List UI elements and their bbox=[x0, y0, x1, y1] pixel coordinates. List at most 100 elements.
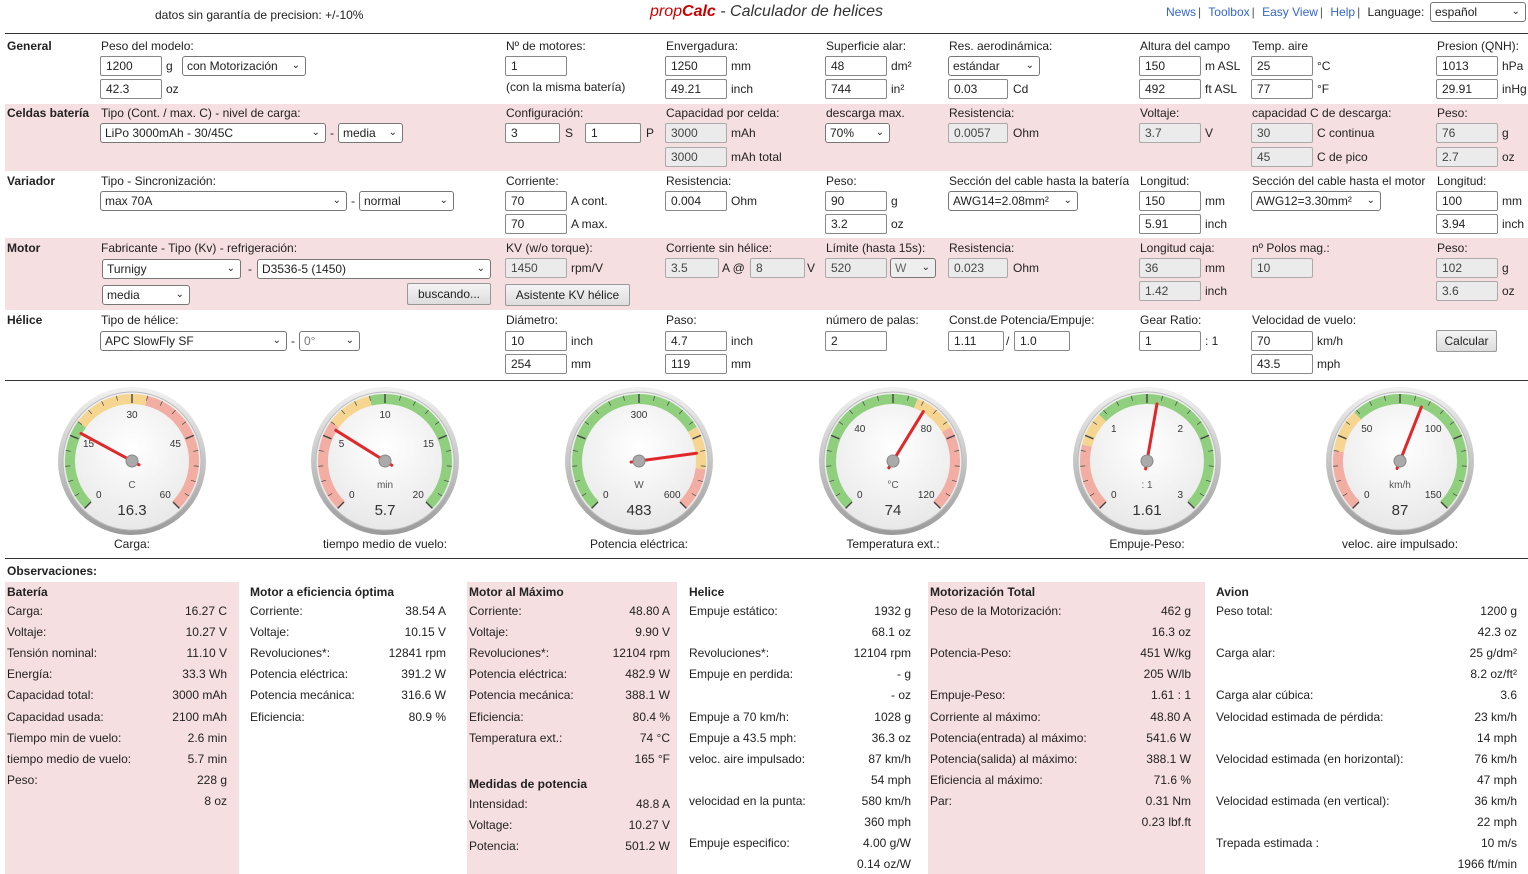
csh-a-input[interactable]: 3.5 bbox=[665, 258, 719, 278]
c-pico-input[interactable]: 45 bbox=[1251, 147, 1313, 167]
unit: g bbox=[1502, 261, 1509, 275]
superficie-dm-input[interactable]: 48 bbox=[825, 56, 887, 76]
altura-m-input[interactable]: 150 bbox=[1139, 56, 1201, 76]
temp-f-input[interactable]: 77 bbox=[1251, 79, 1313, 99]
gauge-veloc-aire: 0 50 100 150 km/h 87 bbox=[1325, 386, 1475, 536]
variador-peso-g-input[interactable]: 90 bbox=[825, 191, 887, 211]
section-general: General bbox=[7, 39, 52, 53]
link-news[interactable]: News bbox=[1166, 5, 1197, 19]
caja-mm-input[interactable]: 36 bbox=[1139, 258, 1201, 278]
csh-v-input[interactable]: 8 bbox=[750, 258, 805, 278]
capacidad-total-input[interactable]: 3000 bbox=[665, 147, 727, 167]
motores-note: (con la misma batería) bbox=[506, 80, 626, 94]
motor-tipo-select[interactable]: D3536-5 (1450) ⌄ bbox=[257, 259, 491, 279]
superficie-in-input[interactable]: 744 bbox=[825, 79, 887, 99]
temp-c-input[interactable]: 25 bbox=[1251, 56, 1313, 76]
motorizacion-select[interactable]: con Motorización ⌄ bbox=[182, 56, 306, 76]
peso-modelo-g-input[interactable]: 1200 bbox=[100, 56, 162, 76]
gear-input[interactable]: 1 bbox=[1139, 331, 1201, 351]
unit: oz bbox=[1502, 150, 1515, 164]
corriente-max-input[interactable]: 70 bbox=[505, 214, 567, 234]
paso-mm-input[interactable]: 119 bbox=[665, 354, 727, 374]
bateria-resis-input[interactable]: 0.0057 bbox=[948, 123, 1008, 143]
unit: Ohm bbox=[731, 194, 758, 208]
motor-resis-input[interactable]: 0.023 bbox=[948, 258, 1008, 278]
buscando-button[interactable]: buscando... bbox=[407, 283, 491, 305]
motores-input[interactable]: 1 bbox=[505, 56, 567, 76]
link-easy-view[interactable]: Easy View bbox=[1262, 5, 1318, 19]
motor-refrig-select[interactable]: media ⌄ bbox=[102, 285, 190, 305]
const-empuje-input[interactable]: 1.0 bbox=[1014, 331, 1070, 351]
helice-angulo-select[interactable]: 0° ⌄ bbox=[299, 331, 360, 351]
corriente-cont-input[interactable]: 70 bbox=[505, 191, 567, 211]
variador-tipo-select[interactable]: max 70A ⌄ bbox=[100, 191, 347, 211]
diametro-mm-input[interactable]: 254 bbox=[505, 354, 567, 374]
result-label: tiempo medio de vuelo: bbox=[7, 751, 132, 766]
config-p-input[interactable]: 1 bbox=[585, 123, 641, 143]
result-value: 10 m/s bbox=[1480, 836, 1517, 851]
bateria-tipo-select[interactable]: LiPo 3000mAh - 30/45C ⌄ bbox=[100, 123, 326, 143]
language-select[interactable]: español ⌄ bbox=[1430, 2, 1526, 22]
c-continua-input[interactable]: 30 bbox=[1251, 123, 1313, 143]
limite-unit-select[interactable]: W ⌄ bbox=[890, 258, 936, 278]
envergadura-inch-input[interactable]: 49.21 bbox=[665, 79, 727, 99]
motor-fabricante-select[interactable]: Turnigy ⌄ bbox=[102, 259, 241, 279]
gauge-value: 16.3 bbox=[117, 502, 146, 519]
longitud1-mm-input[interactable]: 150 bbox=[1139, 191, 1201, 211]
result-value: 9.90 V bbox=[635, 625, 670, 640]
result-label: Peso de la Motorización: bbox=[930, 604, 1062, 618]
config-s-input[interactable]: 3 bbox=[505, 123, 560, 143]
result-label: Capacidad usada: bbox=[7, 709, 104, 724]
sincronizacion-select[interactable]: normal ⌄ bbox=[359, 191, 454, 211]
result-value: 1200 g bbox=[1480, 604, 1517, 618]
altura-ft-input[interactable]: 492 bbox=[1139, 79, 1201, 99]
presion-hpa-input[interactable]: 1013 bbox=[1436, 56, 1498, 76]
result-value: 1.61 : 1 bbox=[1150, 688, 1191, 703]
section-bateria: Celdas batería bbox=[7, 106, 90, 120]
bateria-peso-oz-input[interactable]: 2.7 bbox=[1436, 147, 1498, 167]
unit: in² bbox=[891, 82, 905, 96]
motor-peso-oz-input[interactable]: 3.6 bbox=[1436, 281, 1498, 301]
longitud1-in-input[interactable]: 5.91 bbox=[1139, 214, 1201, 234]
diametro-in-input[interactable]: 10 bbox=[505, 331, 567, 351]
velocidad-kmh-input[interactable]: 70 bbox=[1251, 331, 1313, 351]
link-help[interactable]: Help bbox=[1330, 5, 1356, 19]
result-value: 48.80 A bbox=[629, 604, 670, 618]
motor-resis-label: Resistencia: bbox=[949, 241, 1015, 255]
result-label: Temperatura ext.: bbox=[469, 730, 563, 745]
gauge-unit: °C bbox=[887, 480, 898, 491]
longitud2-in-input[interactable]: 3.94 bbox=[1436, 214, 1498, 234]
calcular-button[interactable]: Calcular bbox=[1436, 330, 1497, 352]
variador-peso-oz-input[interactable]: 3.2 bbox=[825, 214, 887, 234]
voltaje-input[interactable]: 3.7 bbox=[1139, 123, 1201, 143]
const-potencia-input[interactable]: 1.11 bbox=[948, 331, 1004, 351]
result-label: Tensión nominal: bbox=[7, 646, 98, 661]
bateria-nivel-select[interactable]: media ⌄ bbox=[338, 123, 403, 143]
velocidad-mph-input[interactable]: 43.5 bbox=[1251, 354, 1313, 374]
motor-peso-g-input[interactable]: 102 bbox=[1436, 258, 1498, 278]
envergadura-mm-input[interactable]: 1250 bbox=[665, 56, 727, 76]
link-toolbox[interactable]: Toolbox bbox=[1208, 5, 1250, 19]
paso-in-input[interactable]: 4.7 bbox=[665, 331, 727, 351]
unit: mm bbox=[1502, 194, 1522, 208]
cable-motor-select[interactable]: AWG12=3.30mm² ⌄ bbox=[1251, 191, 1381, 211]
bateria-peso-g-input[interactable]: 76 bbox=[1436, 123, 1498, 143]
capacidad-input[interactable]: 3000 bbox=[665, 123, 727, 143]
res-aero-select[interactable]: estándar ⌄ bbox=[948, 56, 1040, 76]
presion-inhg-input[interactable]: 29.91 bbox=[1436, 79, 1498, 99]
polos-input[interactable]: 10 bbox=[1251, 258, 1313, 278]
palas-input[interactable]: 2 bbox=[825, 331, 887, 351]
results-title: Avion bbox=[1216, 585, 1249, 599]
descarga-select[interactable]: 70% ⌄ bbox=[825, 123, 890, 143]
caja-in-input[interactable]: 1.42 bbox=[1139, 281, 1201, 301]
res-cd-input[interactable]: 0.03 bbox=[948, 79, 1008, 99]
kv-input[interactable]: 1450 bbox=[505, 258, 567, 278]
limite-input[interactable]: 520 bbox=[825, 258, 887, 278]
helice-tipo-select[interactable]: APC SlowFly SF ⌄ bbox=[100, 331, 287, 351]
unit: mph bbox=[1317, 357, 1341, 371]
peso-modelo-oz-input[interactable]: 42.3 bbox=[100, 79, 162, 99]
asistente-kv-button[interactable]: Asistente KV hélice bbox=[505, 284, 630, 306]
cable-bateria-select[interactable]: AWG14=2.08mm² ⌄ bbox=[948, 191, 1078, 211]
variador-resis-input[interactable]: 0.004 bbox=[665, 191, 727, 211]
longitud2-mm-input[interactable]: 100 bbox=[1436, 191, 1498, 211]
